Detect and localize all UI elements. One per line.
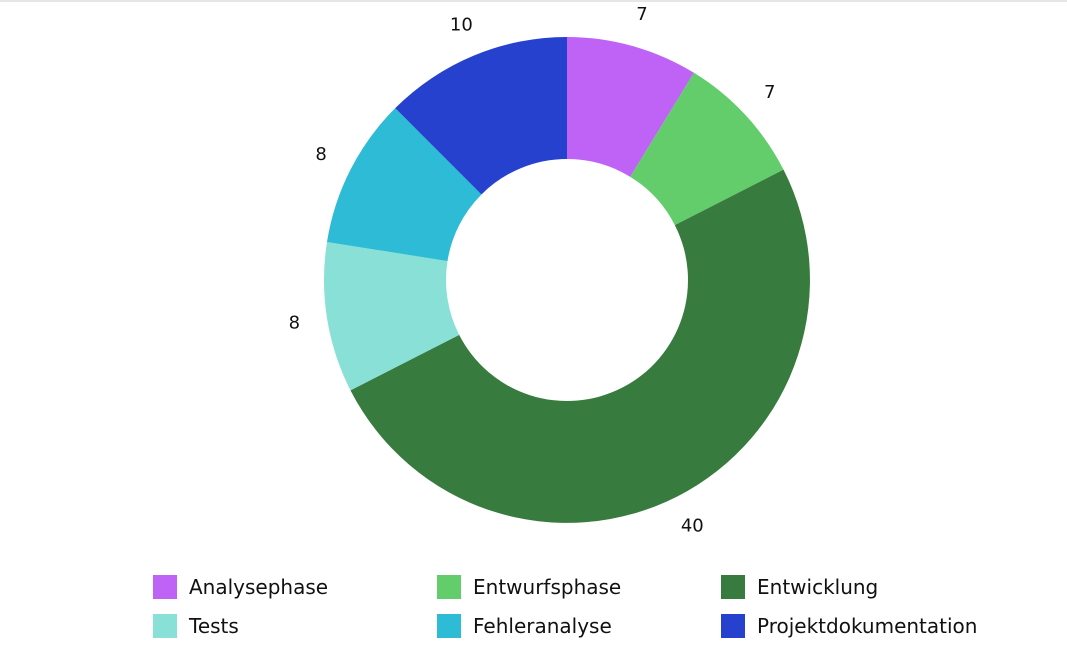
legend-item-tests[interactable]: Tests bbox=[153, 613, 437, 639]
donut-slice-fehleranalyse[interactable] bbox=[326, 108, 482, 262]
legend-swatch bbox=[437, 575, 461, 599]
legend-swatch bbox=[437, 614, 461, 638]
legend-label: Tests bbox=[189, 614, 239, 638]
legend-swatch bbox=[721, 614, 745, 638]
data-label-tests: 8 bbox=[289, 313, 300, 334]
chart-legend: Analysephase Entwurfsphase Entwicklung T… bbox=[153, 574, 1013, 639]
legend-item-entwicklung[interactable]: Entwicklung bbox=[721, 574, 1013, 600]
legend-label: Entwurfsphase bbox=[473, 575, 622, 599]
donut-slice-analysephase[interactable] bbox=[567, 37, 694, 177]
legend-label: Analysephase bbox=[189, 575, 329, 599]
legend-item-projektdokumentation[interactable]: Projektdokumentation bbox=[721, 613, 1013, 639]
data-label-entwurfsphase: 7 bbox=[764, 82, 775, 103]
legend-item-fehleranalyse[interactable]: Fehleranalyse bbox=[437, 613, 721, 639]
data-label-entwicklung: 40 bbox=[681, 515, 704, 536]
legend-label: Fehleranalyse bbox=[473, 614, 612, 638]
donut-chart: 7 7 40 8 8 10 bbox=[289, 4, 810, 537]
donut-slice-tests[interactable] bbox=[324, 241, 460, 391]
top-divider bbox=[0, 0, 1067, 2]
donut-slice-projektdokumentation[interactable] bbox=[395, 37, 567, 195]
legend-swatch bbox=[153, 575, 177, 599]
donut-slices bbox=[324, 37, 810, 523]
data-label-fehleranalyse: 8 bbox=[315, 144, 326, 165]
legend-label: Projektdokumentation bbox=[757, 614, 978, 638]
legend-label: Entwicklung bbox=[757, 575, 879, 599]
legend-item-entwurfsphase[interactable]: Entwurfsphase bbox=[437, 574, 721, 600]
donut-slice-entwicklung[interactable] bbox=[350, 169, 810, 523]
legend-item-analysephase[interactable]: Analysephase bbox=[153, 574, 437, 600]
donut-slice-entwurfsphase[interactable] bbox=[630, 72, 784, 226]
legend-swatch bbox=[153, 614, 177, 638]
donut-data-labels: 7 7 40 8 8 10 bbox=[289, 4, 776, 537]
data-label-analysephase: 7 bbox=[636, 4, 647, 25]
data-label-projektdokumentation: 10 bbox=[450, 15, 473, 36]
legend-swatch bbox=[721, 575, 745, 599]
